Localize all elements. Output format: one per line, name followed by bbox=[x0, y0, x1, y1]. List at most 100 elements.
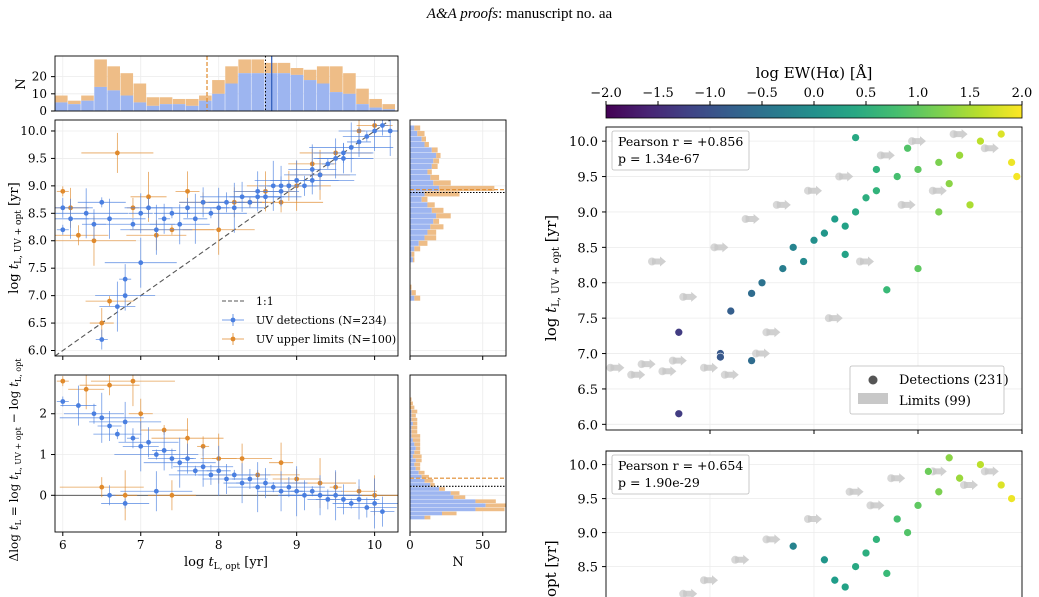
top-hist-detection-bar bbox=[290, 74, 304, 111]
top-hist-detection-bar bbox=[251, 73, 265, 111]
right-upper-limit-arrow-dot bbox=[897, 200, 906, 209]
bottom-detection-point bbox=[263, 480, 268, 486]
top-hist-limit-bar bbox=[369, 98, 382, 108]
main-detection-point bbox=[302, 183, 307, 189]
right-upper-limit-arrow bbox=[652, 256, 666, 267]
right-hist-detection-bar bbox=[410, 196, 422, 202]
right-hist-detection-bar bbox=[410, 125, 415, 131]
bottom-limit-point bbox=[122, 492, 128, 498]
right-upper-limit-arrow-dot bbox=[772, 200, 781, 209]
right-upper-detection-point bbox=[913, 165, 923, 174]
right-upper-detection-point bbox=[778, 264, 788, 273]
bottom-detection-point bbox=[380, 509, 385, 515]
right-upper-detection-point bbox=[809, 235, 819, 245]
right-upper-limit-arrow bbox=[839, 171, 854, 182]
bottom-hist-limit-bar bbox=[411, 434, 421, 438]
main-ytick-label: 9.5 bbox=[28, 151, 47, 165]
right-hist-detection-bar bbox=[410, 229, 428, 235]
right-lower-layer bbox=[606, 451, 1022, 597]
right-lower-limit-arrow bbox=[849, 486, 864, 497]
right-upper-ytick-label: 9.5 bbox=[577, 171, 598, 186]
bottom-ytick-label: 1 bbox=[39, 448, 47, 462]
right-lower-limit-arrow-dot bbox=[887, 474, 896, 483]
right-upper-legend-limit-swatch bbox=[858, 393, 888, 404]
main-scatter-layer bbox=[55, 120, 398, 356]
bottom-hist-limit-bar bbox=[410, 401, 413, 406]
main-detection-point bbox=[153, 227, 159, 233]
right-upper-limit-arrow-dot bbox=[752, 349, 760, 358]
main-detection-point bbox=[231, 205, 237, 211]
right-upper-detection-point bbox=[830, 214, 840, 224]
right-upper-detection-point bbox=[965, 200, 975, 210]
top-hist-ytick-label: 10 bbox=[32, 87, 47, 101]
top-hist-detection-bar bbox=[369, 107, 382, 111]
bottom-limit-point bbox=[278, 460, 284, 466]
bottom-hist-detection-bar bbox=[410, 478, 425, 483]
legend-detection-label: UV detections (N=234) bbox=[256, 314, 387, 327]
right-lower-detection-point bbox=[851, 562, 860, 571]
bottom-detection-point bbox=[60, 399, 66, 404]
main-ytick-label: 8.0 bbox=[28, 234, 47, 248]
main-detection-point bbox=[177, 221, 183, 227]
colorbar-tick-label: 0.5 bbox=[856, 86, 877, 101]
bottom-hist-limit-bar bbox=[485, 503, 506, 508]
top-hist-limit-bar bbox=[185, 98, 199, 106]
main-scatter-frame bbox=[54, 119, 399, 357]
right-upper-limit-arrow-dot bbox=[741, 215, 750, 224]
right-lower-p-value: p = 1.90e-29 bbox=[618, 475, 700, 490]
right-lower-limit-arrow-dot bbox=[762, 535, 771, 544]
top-hist-limit-bar bbox=[290, 68, 304, 75]
top-hist-detection-bar bbox=[120, 95, 134, 111]
right-hist-limit-bar bbox=[430, 224, 444, 230]
right-upper-limit-arrow-dot bbox=[606, 363, 615, 372]
bottom-detection-point bbox=[130, 435, 136, 441]
main-detection-point bbox=[185, 205, 190, 211]
main-detection-point bbox=[348, 145, 354, 150]
bottom-hist-xtick-label: 0 bbox=[406, 538, 414, 552]
right-upper-detection-point bbox=[903, 143, 912, 153]
right-upper-legend-box bbox=[849, 365, 1005, 415]
top-hist-limit-bar bbox=[81, 95, 94, 101]
colorbar-tick-label: 1.0 bbox=[908, 86, 929, 101]
right-lower-limit-arrow-dot bbox=[731, 555, 740, 564]
right-hist-detection-bar bbox=[410, 185, 440, 191]
main-detection-point bbox=[130, 221, 136, 227]
right-upper-detection-point bbox=[976, 136, 985, 146]
main-limit-point bbox=[99, 320, 105, 326]
bottom-hist-frame bbox=[409, 374, 507, 533]
right-hist-limit-bar bbox=[427, 229, 437, 235]
right-hist-limit-bar bbox=[417, 130, 425, 137]
top-hist-detection-bar bbox=[146, 105, 160, 111]
top-hist-limit-bar bbox=[343, 73, 356, 94]
right-upper-detection-point bbox=[788, 243, 798, 252]
bottom-detection-point bbox=[247, 476, 253, 482]
top-hist-limit-bar bbox=[303, 69, 317, 81]
right-upper-ylabel: log tL, UV + opt [yr] bbox=[542, 215, 562, 341]
right-upper-limit-arrow-dot bbox=[908, 137, 916, 146]
bottom-hist-detection-bar bbox=[410, 434, 412, 438]
right-upper-limit-arrow-dot bbox=[949, 130, 958, 139]
right-upper-limit-arrow bbox=[610, 362, 625, 373]
bottom-hist-layer bbox=[410, 375, 506, 532]
top-hist-limit-bar bbox=[68, 100, 81, 105]
main-detection-point bbox=[122, 293, 128, 299]
main-limit-point bbox=[114, 150, 120, 156]
top-hist-layer bbox=[55, 56, 398, 111]
right-upper-ytick-label: 8.5 bbox=[577, 241, 598, 256]
right-hist-detection-bar bbox=[410, 141, 425, 148]
right-hist-detection-bar bbox=[410, 246, 415, 252]
main-ytick-label: 9.0 bbox=[28, 179, 47, 193]
main-detection-point bbox=[255, 194, 261, 200]
right-upper-limit-arrow bbox=[776, 199, 791, 210]
bottom-ytick-label: 0 bbox=[39, 488, 47, 502]
bottom-hist-limit-bar bbox=[411, 417, 418, 422]
right-upper-detection-point bbox=[892, 172, 902, 181]
main-detection-point bbox=[325, 161, 331, 167]
right-hist-limit-bar bbox=[421, 136, 426, 142]
top-hist-limit-bar bbox=[212, 80, 225, 94]
bottom-hist-detection-bar bbox=[410, 462, 415, 467]
right-hist-detection-bar bbox=[410, 295, 415, 301]
bottom-hist-detection-bar bbox=[410, 470, 419, 475]
main-ytick-label: 8.5 bbox=[28, 206, 47, 220]
